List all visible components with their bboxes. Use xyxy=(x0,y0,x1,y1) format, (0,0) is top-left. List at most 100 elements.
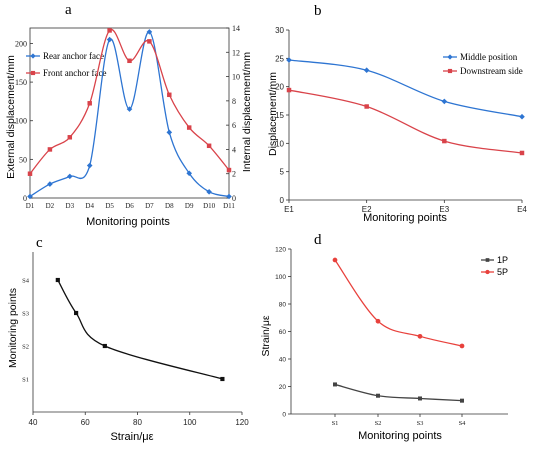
point-d-5p-s3 xyxy=(417,333,423,339)
point-a-1-d6 xyxy=(126,106,133,112)
y-tick-label-b-6: 30 xyxy=(275,26,284,35)
legend-b-2-marker xyxy=(447,68,453,74)
y-tick-label-a-4: 200 xyxy=(15,39,27,48)
y-tick-label-a-2: 100 xyxy=(15,117,27,126)
point-a-2-d4 xyxy=(87,101,92,106)
point-b-2-e1 xyxy=(286,87,292,93)
x-tick-label-d-s3: S3 xyxy=(417,420,424,427)
panel-c: c Strain/με Monitoring points 40 60 80 100 1… xyxy=(7,235,249,443)
point-c-s3 xyxy=(74,310,79,316)
point-a-2-d1 xyxy=(27,171,33,176)
panel-b: b Middle position Downstream side Monito… xyxy=(267,3,527,224)
x-tick-label-c-4: 120 xyxy=(235,418,249,427)
series-line-d-1p xyxy=(334,383,463,402)
point-b-1-e4 xyxy=(519,113,525,120)
legend-b-1-marker xyxy=(447,54,453,60)
x-axis-title-a: Monitoring points xyxy=(86,216,170,228)
x-tick-label-a-5: D6 xyxy=(125,202,134,210)
x-tick-label-d-s4: S4 xyxy=(459,420,467,427)
x-tick-label-a-7: D8 xyxy=(165,202,174,210)
y-tick-label-d-0: 0 xyxy=(282,412,286,419)
y2-tick-label-a-2: 4 xyxy=(232,145,236,154)
y2-tick-label-a-6: 12 xyxy=(232,48,240,57)
x-tick-label-a-0: D1 xyxy=(26,202,35,210)
legend-b-1-label: Middle position xyxy=(460,52,518,62)
point-b-1-e2 xyxy=(363,67,370,74)
y-tick-label-c-s1: S1 xyxy=(22,377,29,384)
x-tick-label-a-6: D7 xyxy=(145,202,154,210)
legend-b-2-label: Downstream side xyxy=(460,66,523,76)
series-line-b-1 xyxy=(288,59,523,118)
x-tick-label-a-8: D9 xyxy=(185,202,194,210)
point-a-2-d10 xyxy=(206,143,212,149)
point-d-1p-s3 xyxy=(418,396,422,401)
x-tick-label-c-1: 60 xyxy=(81,418,90,427)
y-tick-label-a-3: 150 xyxy=(15,78,27,87)
y-tick-label-b-4: 20 xyxy=(275,83,284,92)
x-tick-label-a-1: D2 xyxy=(46,202,55,210)
point-a-1-d1 xyxy=(27,193,33,200)
series-line-d-5p xyxy=(334,259,463,347)
legend-a-2-marker xyxy=(30,70,36,76)
legend-a-1-label: Rear anchor face xyxy=(43,51,104,61)
y2-tick-label-a-7: 14 xyxy=(232,24,240,33)
x-tick-label-b-0: E1 xyxy=(284,205,294,214)
x-tick-label-a-3: D4 xyxy=(85,202,94,210)
point-a-1-d2 xyxy=(47,181,53,187)
panel-c-label: c xyxy=(36,235,43,251)
y-tick-label-a-1: 50 xyxy=(19,155,27,164)
point-a-2-d7 xyxy=(147,39,152,44)
point-c-s2 xyxy=(102,343,107,349)
x-axis-title-b: Monitoring points xyxy=(363,212,447,224)
panel-d-label: d xyxy=(314,232,322,248)
y-tick-label-c-s2: S2 xyxy=(22,344,29,351)
legend-a-1-marker xyxy=(30,53,36,59)
x-tick-label-a-9: D10 xyxy=(203,202,216,210)
x-tick-label-b-3: E4 xyxy=(517,205,527,214)
panel-b-label: b xyxy=(314,3,322,19)
point-a-2-d9 xyxy=(186,125,192,130)
series-line-c xyxy=(57,279,223,380)
point-d-5p-s1 xyxy=(332,257,338,263)
y2-tick-label-a-1: 2 xyxy=(232,170,236,179)
y-axis-title-b: Displacement/mm xyxy=(267,72,279,156)
point-d-1p-s4 xyxy=(460,398,464,403)
point-b-2-e3 xyxy=(442,138,447,144)
y2-tick-label-a-3: 6 xyxy=(232,121,236,130)
point-c-s4 xyxy=(55,277,60,283)
legend-d-2-label: 5P xyxy=(497,267,508,277)
point-a-2-d8 xyxy=(167,92,172,98)
y-tick-label-c-s3: S3 xyxy=(22,311,29,318)
legend-d-1-marker xyxy=(485,258,490,262)
x-tick-label-b-2: E3 xyxy=(439,205,449,214)
y-tick-label-b-1: 5 xyxy=(280,168,285,177)
point-a-1-d4 xyxy=(86,162,93,169)
y-tick-label-a-0: 0 xyxy=(23,194,27,203)
y-tick-label-d-1: 20 xyxy=(279,384,287,391)
y2-tick-label-a-5: 10 xyxy=(232,73,240,82)
y-tick-label-d-6: 120 xyxy=(275,247,286,254)
legend-d-2-marker xyxy=(485,269,490,275)
panel-d: d 1P 5P Monitoring points Strain/με 0 20 4… xyxy=(260,232,508,442)
x-tick-label-a-10: D11 xyxy=(223,202,235,210)
point-a-1-d11 xyxy=(226,193,232,200)
y-axis-title-a: External displacement/mm xyxy=(5,55,17,179)
point-d-5p-s4 xyxy=(459,343,465,349)
y-axis-title-c: Monitoring points xyxy=(7,288,19,368)
y-tick-label-d-4: 80 xyxy=(279,302,287,309)
y-tick-label-c-s4: S4 xyxy=(22,278,30,285)
legend-a-2-label: Front anchor face xyxy=(43,68,106,78)
y-tick-label-d-3: 60 xyxy=(279,329,287,336)
y-tick-label-b-0: 0 xyxy=(280,196,285,205)
plot-frame-a xyxy=(29,27,230,199)
y-tick-label-d-5: 100 xyxy=(275,274,286,281)
point-b-1-e1 xyxy=(286,57,292,63)
y-axis-title-d: Strain/με xyxy=(260,315,272,356)
point-a-1-d9 xyxy=(186,170,192,177)
point-a-1-d5 xyxy=(106,36,113,43)
point-a-2-d2 xyxy=(47,147,53,152)
x-tick-label-b-1: E2 xyxy=(362,205,372,214)
x-tick-label-d-s2: S2 xyxy=(375,420,382,427)
y2-axis-title-a: Internal displacement/mm xyxy=(241,52,253,172)
